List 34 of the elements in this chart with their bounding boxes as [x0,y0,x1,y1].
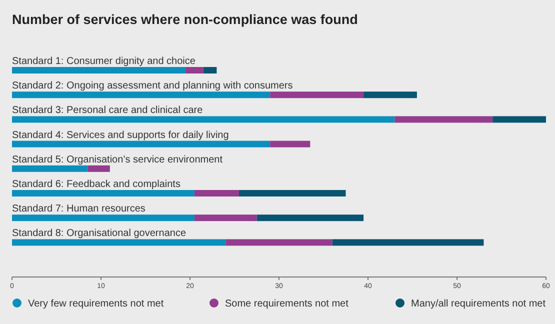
y-tick-label: Standard 3: Personal care and clinical care [12,105,204,116]
bar [256,214,364,222]
bar [270,140,310,148]
bar [194,190,239,196]
legend-label: Some requirements not met [225,298,349,310]
y-tick-label: Standard 5: Organisation’s service environment [12,154,223,166]
bar [12,214,194,222]
bar [12,165,88,172]
y-tick-label: Standard 6: Feedback and complaints [12,179,180,190]
bar [364,92,417,98]
bar [186,67,204,74]
legend-label: Many/all requirements not met [411,298,546,310]
y-tick-label: Standard 7: Human resources [12,204,146,215]
bar [12,190,194,196]
y-tick-label: Standard 4: Services and supports for daily living [12,130,229,141]
y-tick-label: Standard 2: Ongoing assessment and planning with consumers [12,80,293,92]
bar [226,239,332,246]
bar [88,165,110,172]
bar [194,214,257,222]
bar [12,116,395,123]
y-tick-label: Standard 1: Consumer dignity and choice [12,56,196,67]
bar [12,67,186,74]
bar [12,239,226,246]
bar [238,190,346,196]
bar [270,92,364,98]
bar [12,140,270,148]
bar [203,67,217,74]
chart-title: Number of services where non-compliance was found [12,12,358,27]
bar [332,239,484,246]
bar [12,92,270,98]
bar [492,116,546,123]
bar [394,116,493,123]
y-tick-label: Standard 8: Organisational governance [12,228,186,240]
legend-label: Very few requirements not met [28,298,164,310]
